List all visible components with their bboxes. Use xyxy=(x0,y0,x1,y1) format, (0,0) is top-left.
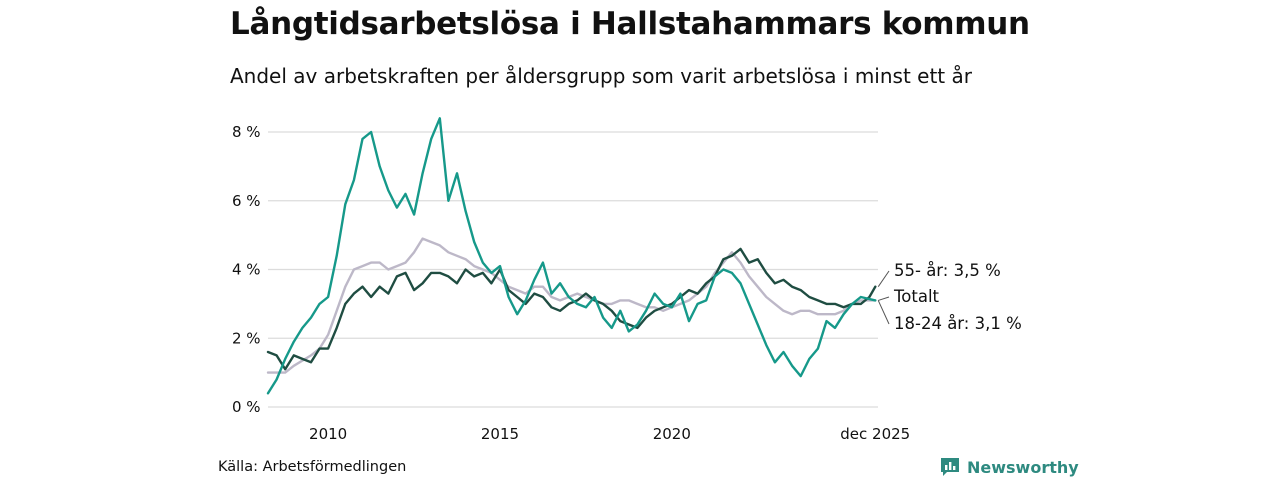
brand-logo: Newsworthy xyxy=(939,456,1079,478)
series-lines xyxy=(266,117,877,395)
x-axis-ticks: 2010 2015 2020 dec 2025 xyxy=(309,425,910,443)
y-tick-label-3: 6 % xyxy=(232,192,261,210)
grid-lines xyxy=(268,131,878,408)
series-line-age_55 xyxy=(266,247,877,371)
leader-line-total xyxy=(878,296,890,301)
leader-line-age_55 xyxy=(877,270,890,287)
x-tick-label-2: 2020 xyxy=(653,425,691,443)
x-tick-label-3: dec 2025 xyxy=(840,425,910,443)
chart-title: Långtidsarbetslösa i Hallstahammars komm… xyxy=(230,6,1030,42)
y-tick-label-2: 4 % xyxy=(232,261,261,279)
brand-name: Newsworthy xyxy=(967,457,1079,477)
series-line-total xyxy=(266,237,877,374)
y-axis-ticks: 0 % 2 % 4 % 6 % 8 % xyxy=(232,123,261,416)
newsworthy-icon xyxy=(941,458,959,476)
x-tick-label-0: 2010 xyxy=(309,425,347,443)
end-label-age_55: 55- år: 3,5 % xyxy=(894,261,1001,280)
y-tick-label-0: 0 % xyxy=(232,398,261,416)
end-label-age_18_24: 18-24 år: 3,1 % xyxy=(894,314,1022,333)
y-tick-label-4: 8 % xyxy=(232,123,261,141)
x-tick-label-1: 2015 xyxy=(481,425,519,443)
end-label-total: Totalt xyxy=(893,287,940,306)
y-tick-label-1: 2 % xyxy=(232,329,261,347)
chart-subtitle: Andel av arbetskraften per åldersgrupp s… xyxy=(230,64,972,88)
end-labels: 55- år: 3,5 % Totalt 18-24 år: 3,1 % xyxy=(877,261,1022,333)
series-line-age_18_24 xyxy=(266,117,877,395)
source-note: Källa: Arbetsförmedlingen xyxy=(218,459,407,475)
leader-line-age_18_24 xyxy=(877,300,890,325)
